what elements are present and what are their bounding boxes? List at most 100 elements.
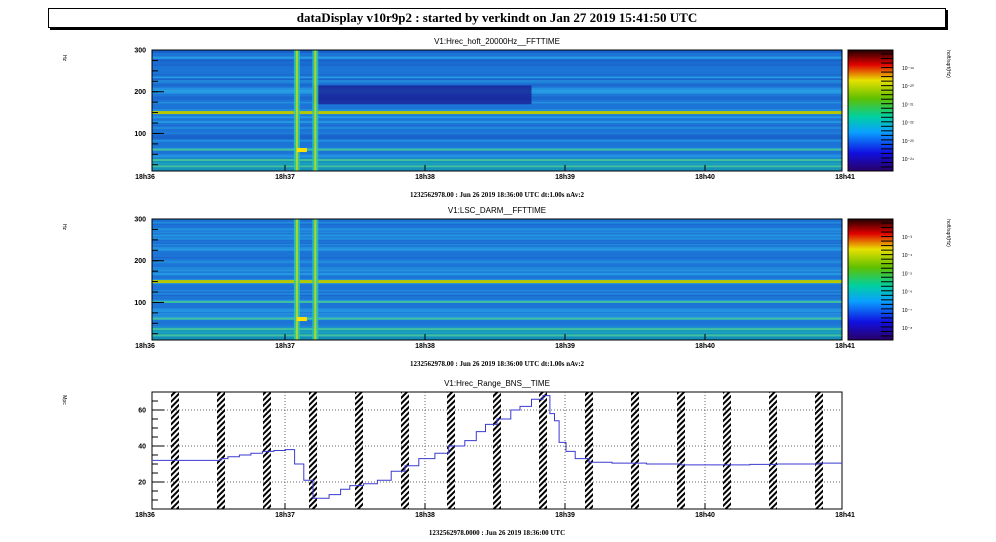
spectrogram-texture bbox=[152, 268, 842, 271]
data-gap bbox=[217, 392, 225, 509]
window-title: dataDisplay v10r9p2 : started by verkind… bbox=[48, 8, 946, 28]
spectrogram-texture bbox=[152, 297, 842, 300]
spectrogram-texture bbox=[152, 249, 842, 251]
data-gap bbox=[815, 392, 823, 509]
transient-core bbox=[295, 50, 298, 171]
spectrogram-texture bbox=[152, 308, 842, 312]
data-gap bbox=[631, 392, 639, 509]
x-tick-label: 18h41 bbox=[835, 512, 855, 519]
spectrogram-texture bbox=[152, 139, 842, 142]
spectrogram-texture bbox=[152, 257, 842, 259]
panel-subtitle: 1232562978.0000 : Jun 26 2019 18:36:00 U… bbox=[429, 529, 565, 537]
data-gap bbox=[309, 392, 317, 509]
x-tick-label: 18h37 bbox=[275, 512, 295, 519]
spectrogram-texture bbox=[152, 75, 842, 78]
panel-subtitle: 1232562978.00 : Jun 26 2019 18:36:00 UTC… bbox=[410, 191, 585, 199]
spectrogram-texture bbox=[152, 109, 842, 111]
x-tick-label: 18h36 bbox=[135, 343, 155, 350]
x-tick-label: 18h39 bbox=[555, 343, 575, 350]
spectrogram-texture bbox=[152, 299, 842, 302]
data-gap bbox=[355, 392, 363, 509]
spectrogram-texture bbox=[152, 74, 842, 77]
spectrogram-texture bbox=[152, 282, 842, 285]
spectrogram-texture bbox=[152, 115, 842, 119]
spectrogram-texture bbox=[152, 156, 842, 158]
spectrogram-texture bbox=[152, 244, 842, 246]
spectrogram-texture bbox=[152, 260, 842, 264]
data-gap bbox=[263, 392, 271, 509]
x-tick-label: 18h41 bbox=[835, 343, 855, 350]
data-gap bbox=[539, 392, 547, 509]
panel-title: V1:LSC_DARM__FFTTIME bbox=[448, 206, 546, 215]
y-tick-label: 20 bbox=[138, 480, 146, 487]
spectrogram-texture bbox=[152, 234, 842, 237]
x-tick-label: 18h36 bbox=[135, 512, 155, 519]
y-tick-label: 100 bbox=[134, 300, 146, 307]
spectrogram-texture bbox=[152, 56, 842, 59]
x-tick-label: 18h37 bbox=[275, 343, 295, 350]
data-gap bbox=[723, 392, 731, 509]
data-gap bbox=[493, 392, 501, 509]
spectrogram-texture bbox=[152, 272, 842, 276]
data-gap bbox=[447, 392, 455, 509]
spectrogram-texture bbox=[152, 290, 842, 292]
spectrogram-texture bbox=[152, 295, 842, 298]
y-tick-label: 200 bbox=[134, 89, 146, 96]
panel-title: V1:Hrec_hoft_20000Hz__FFTTIME bbox=[434, 37, 560, 46]
plot-frame bbox=[151, 218, 843, 341]
spectrogram-texture bbox=[152, 267, 842, 269]
y-tick-label: 60 bbox=[138, 408, 146, 415]
transient-core bbox=[314, 50, 317, 171]
data-gap bbox=[171, 392, 179, 509]
spectrogram-texture bbox=[152, 121, 842, 124]
x-tick-label: 18h37 bbox=[275, 174, 295, 181]
spectral-line bbox=[152, 148, 842, 151]
y-tick-label: 300 bbox=[134, 217, 146, 224]
spectrogram-texture bbox=[152, 154, 842, 157]
y-tick-label: 100 bbox=[134, 131, 146, 138]
spectral-line bbox=[152, 111, 842, 115]
spectral-line bbox=[152, 317, 842, 320]
colorbar-tick-label: 10⁻¹⁹ bbox=[902, 66, 914, 72]
spectrogram-texture bbox=[152, 80, 842, 83]
data-gap bbox=[677, 392, 685, 509]
spectrogram-texture bbox=[152, 50, 842, 53]
data-gap bbox=[585, 392, 593, 509]
y-tick-label: 300 bbox=[134, 48, 146, 55]
quiet-band bbox=[313, 85, 532, 105]
colorbar bbox=[847, 49, 894, 172]
spectrogram-texture bbox=[152, 84, 842, 87]
spectrogram-texture bbox=[152, 231, 842, 235]
x-tick-label: 18h38 bbox=[415, 512, 435, 519]
x-tick-label: 18h41 bbox=[835, 174, 855, 181]
spectrogram-texture bbox=[152, 63, 842, 67]
spectrogram-texture bbox=[152, 59, 842, 63]
colorbar-tick-label: 10⁻⁶ bbox=[902, 290, 912, 296]
spectrogram-texture bbox=[152, 222, 842, 224]
colorbar-tick-label: 10⁻⁸ bbox=[902, 326, 912, 332]
colorbar-tick-label: 10⁻²⁴ bbox=[902, 157, 914, 163]
x-tick-label: 18h39 bbox=[555, 174, 575, 181]
x-tick-label: 18h40 bbox=[695, 343, 715, 350]
x-tick-label: 18h38 bbox=[415, 174, 435, 181]
transient-core bbox=[295, 219, 298, 340]
spectrogram-texture bbox=[152, 271, 842, 274]
low-frequency-band bbox=[152, 158, 842, 171]
colorbar-tick-label: 10⁻⁷ bbox=[902, 308, 912, 314]
spectrogram-texture bbox=[152, 223, 842, 225]
low-frequency-band bbox=[152, 327, 842, 340]
spectral-line bbox=[152, 159, 842, 162]
spectrogram-texture bbox=[152, 119, 842, 123]
y-tick-label: 40 bbox=[138, 444, 146, 451]
x-tick-label: 18h40 bbox=[695, 174, 715, 181]
spectrogram-texture bbox=[152, 326, 842, 329]
x-tick-label: 18h38 bbox=[415, 343, 435, 350]
spectral-line bbox=[152, 165, 842, 168]
colorbar-tick-label: 10⁻²³ bbox=[902, 139, 914, 145]
spectrogram-texture bbox=[152, 126, 842, 130]
colorbar-tick-label: 10⁻²² bbox=[902, 121, 914, 127]
colorbar-tick-label: 10⁻²⁰ bbox=[902, 84, 914, 90]
glitch-hotspot bbox=[296, 317, 307, 322]
spectrogram-texture bbox=[152, 270, 842, 273]
data-gap bbox=[401, 392, 409, 509]
